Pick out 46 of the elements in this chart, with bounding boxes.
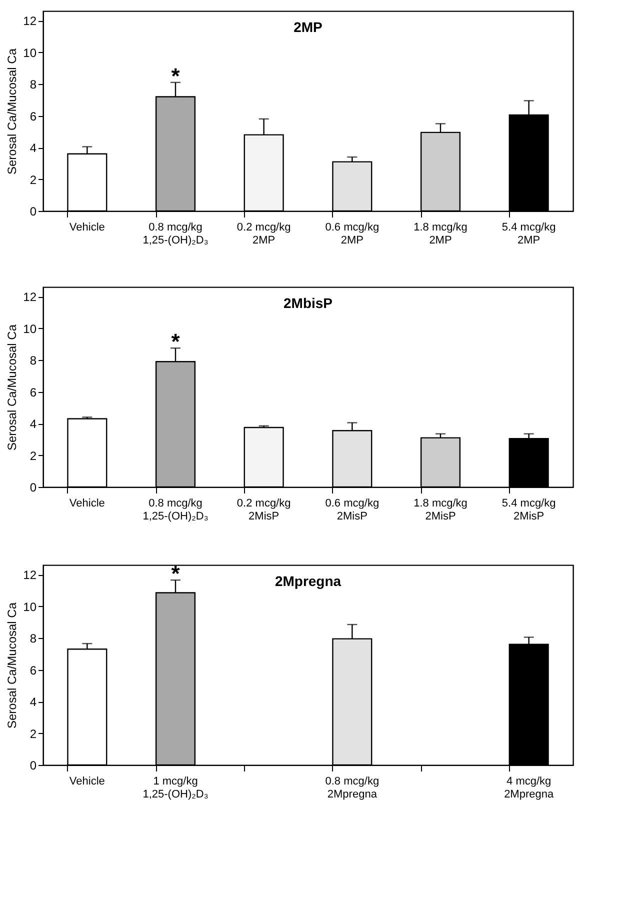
- text: 2MP: [294, 19, 322, 35]
- y-tick-label: 8: [30, 632, 37, 646]
- x-tick-label: Vehicle: [69, 222, 105, 234]
- x-tick-label: 0.2 mcg/kg 2MP: [236, 222, 291, 246]
- text: 2Mpregna: [274, 573, 342, 589]
- x-tick-label: 5.4 mcg/kg 2MisP: [502, 498, 556, 522]
- y-tick-label: 6: [30, 663, 37, 678]
- x-tick-label: 0.8 mcg/kg 2Mpregna: [325, 776, 380, 800]
- x-tick-label: 5.4 mcg/kg 2MP: [502, 222, 556, 246]
- y-tick-label: 10: [23, 46, 37, 60]
- y-tick-label: 4: [30, 417, 37, 432]
- y-tick-label: 12: [23, 568, 37, 582]
- annotation: *: [171, 329, 180, 354]
- annotation: *: [171, 561, 180, 586]
- x-tick-label: 0.8 mcg/kg 1,25-(OH)₂D₃: [142, 498, 208, 522]
- x-tick-label: 1 mcg/kg 1,25-(OH)₂D₃: [142, 776, 208, 800]
- x-tick-label: 1.8 mcg/kg 2MisP: [414, 498, 468, 522]
- x-tick-label: Vehicle: [69, 776, 105, 788]
- y-axis-title: Serosal Ca/Mucosal Ca: [5, 48, 20, 175]
- y-tick-label: 2: [30, 726, 37, 741]
- annotation: *: [171, 63, 180, 88]
- y-tick-label: 2: [30, 172, 37, 187]
- y-tick-label: 2: [30, 448, 37, 463]
- text: 2MbisP: [283, 295, 333, 311]
- y-tick-label: 8: [30, 78, 37, 92]
- y-tick-label: 4: [30, 695, 37, 710]
- y-tick-label: 4: [30, 141, 37, 156]
- y-tick-label: 10: [23, 322, 37, 336]
- y-tick-label: 8: [30, 354, 37, 368]
- y-axis-title: Serosal Ca/Mucosal Ca: [5, 602, 20, 729]
- x-tick-label: 1.8 mcg/kg 2MP: [414, 222, 468, 246]
- y-axis-title: Serosal Ca/Mucosal Ca: [5, 324, 20, 451]
- x-tick-label: 0.6 mcg/kg 2MP: [325, 222, 380, 246]
- x-tick-label: 0.2 mcg/kg 2MisP: [236, 498, 291, 522]
- y-tick-label: 0: [30, 480, 37, 494]
- x-tick-label: Vehicle: [69, 498, 105, 510]
- y-tick-label: 12: [23, 290, 37, 304]
- x-tick-label: 0.6 mcg/kg 2MisP: [325, 498, 380, 522]
- y-tick-label: 6: [30, 385, 37, 400]
- y-tick-label: 0: [30, 204, 37, 218]
- y-tick-label: 6: [30, 109, 37, 124]
- y-tick-label: 10: [23, 600, 37, 614]
- x-tick-label: 4 mcg/kg 2Mpregna: [504, 776, 554, 800]
- x-tick-label: 0.8 mcg/kg 1,25-(OH)₂D₃: [142, 222, 208, 246]
- y-tick-label: 12: [23, 14, 37, 28]
- y-tick-label: 0: [30, 758, 37, 772]
